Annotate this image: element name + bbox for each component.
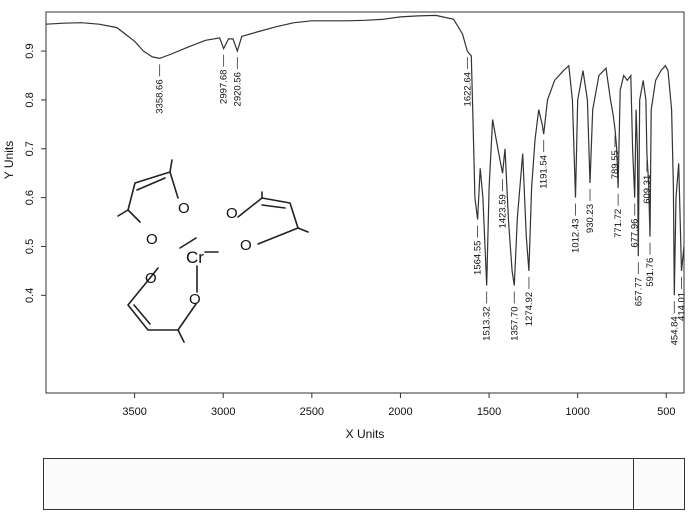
- peak-label: 2920.56: [232, 72, 243, 106]
- peak-label: 1564.55: [473, 241, 484, 275]
- peak-label: 609.31: [642, 175, 653, 204]
- y-axis: 0.4 0.5 0.6 0.7 0.8 0.9: [24, 43, 46, 303]
- overview-divider: [633, 459, 634, 509]
- y-axis-label: Y Units: [2, 141, 16, 179]
- peak-label: 2997.68: [219, 70, 230, 104]
- peak-label: 1191.54: [539, 155, 550, 189]
- oxygen-label: O: [226, 205, 238, 222]
- cr-acac-atom-labels: O O O O O O Cr: [145, 200, 252, 308]
- cr-acac-structure-drawing: [117, 159, 309, 343]
- peak-label: 1012.43: [571, 219, 582, 253]
- peak-label: 1357.70: [509, 307, 520, 341]
- peak-label: 1423.59: [498, 194, 509, 228]
- x-tick-label: 1500: [477, 406, 501, 418]
- x-axis: 3500 3000 2500 2000 1500 1000 500: [122, 393, 675, 418]
- x-tick-label: 2000: [388, 406, 412, 418]
- peak-label: 414.01: [677, 292, 688, 321]
- x-tick-label: 3500: [122, 406, 146, 418]
- peak-labels: 3358.66 2997.68 2920.56 1622.64 1564.55 1513.…: [155, 54, 688, 345]
- y-tick-label: 0.8: [24, 92, 36, 107]
- oxygen-label: O: [146, 231, 158, 248]
- x-tick-label: 2500: [300, 406, 324, 418]
- spectrum-line: [45, 14, 685, 296]
- overview-panel[interactable]: [43, 458, 685, 510]
- oxygen-label: O: [240, 237, 252, 254]
- peak-label: 677.96: [630, 219, 641, 248]
- x-tick-label: 1000: [565, 406, 589, 418]
- peak-label: 789.55: [610, 150, 621, 179]
- peak-label: 3358.66: [155, 79, 166, 113]
- peak-label: 1513.32: [482, 307, 493, 341]
- oxygen-label: O: [189, 291, 201, 308]
- y-tick-label: 0.6: [24, 190, 36, 205]
- x-axis-label: X Units: [346, 427, 385, 441]
- peak-label: 1274.92: [524, 292, 535, 326]
- peak-label: 657.77: [633, 277, 644, 306]
- x-tick-label: 500: [657, 406, 675, 418]
- peak-label: 771.72: [613, 209, 624, 238]
- peak-label: 1622.64: [462, 72, 473, 106]
- chromium-label: Cr: [186, 248, 204, 267]
- y-tick-label: 0.5: [24, 239, 36, 254]
- y-tick-label: 0.9: [24, 43, 36, 58]
- x-tick-label: 3000: [211, 406, 235, 418]
- peak-label: 930.23: [585, 204, 596, 233]
- y-tick-label: 0.7: [24, 141, 36, 156]
- y-tick-label: 0.4: [24, 288, 36, 303]
- plot-frame: [45, 11, 685, 394]
- oxygen-label: O: [145, 270, 157, 287]
- peak-label: 591.76: [645, 258, 656, 287]
- peak-label: 454.84: [669, 316, 680, 345]
- oxygen-label: O: [178, 200, 190, 217]
